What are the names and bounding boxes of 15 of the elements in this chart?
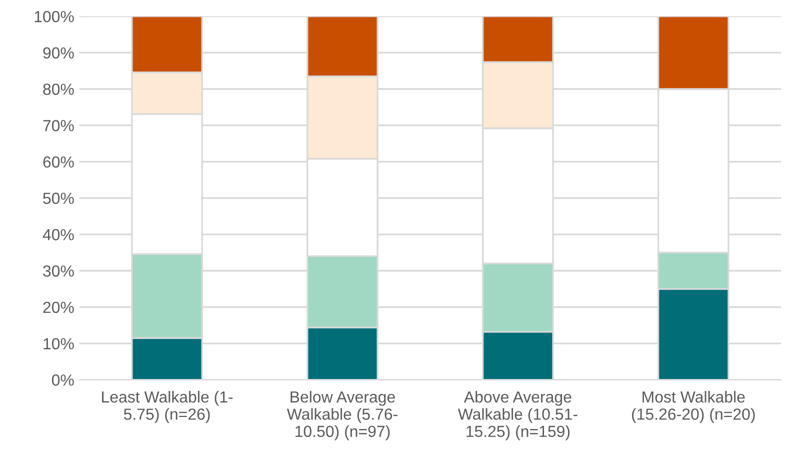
y-tick-label: 60% bbox=[43, 156, 74, 168]
y-tick-label: 80% bbox=[43, 84, 74, 95]
x-tick-label: Above Average Walkable (10.51- 15.25) (n=159) bbox=[458, 390, 578, 440]
y-tick-label: 40% bbox=[42, 229, 74, 240]
y-tick-label: 100% bbox=[34, 10, 74, 22]
x-tick-label: Least Walkable (1- 5.75) (n=26) bbox=[102, 390, 233, 423]
y-tick-label: 50% bbox=[43, 192, 74, 204]
y-tick-label: 20% bbox=[43, 302, 74, 314]
x-tick-label: Below Average Walkable (5.76- 10.50) (n=97) bbox=[286, 390, 398, 440]
y-tick-label: 0% bbox=[52, 374, 74, 386]
x-tick-label: Most Walkable (15.26-20) (n=20) bbox=[632, 390, 755, 423]
y-tick-label: 70% bbox=[43, 120, 74, 132]
y-tick-label: 10% bbox=[44, 338, 74, 350]
y-tick-label: 30% bbox=[43, 265, 74, 277]
y-tick-label: 90% bbox=[43, 47, 74, 59]
